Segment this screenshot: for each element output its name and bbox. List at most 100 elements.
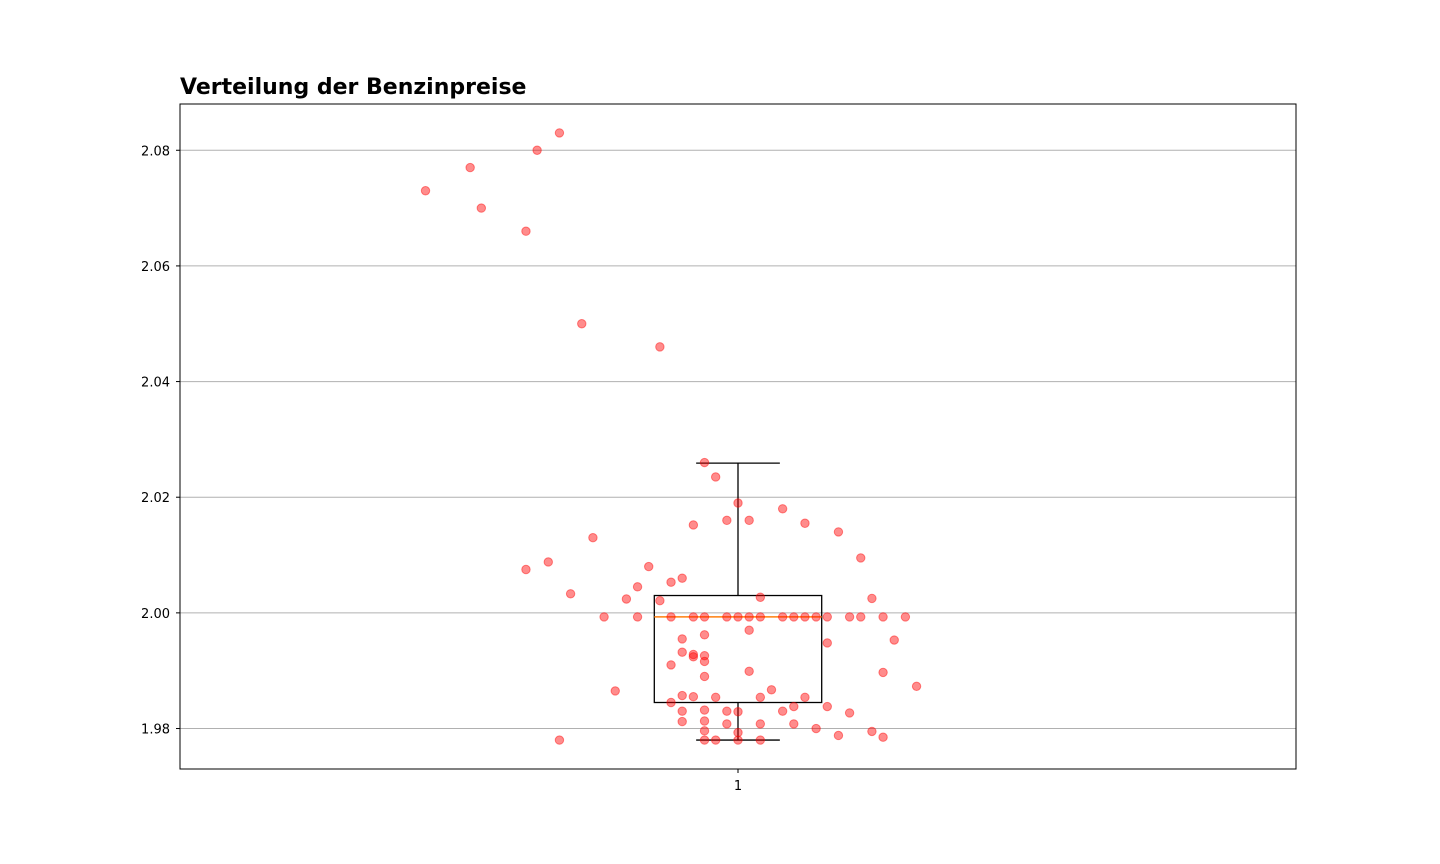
data-point [733, 727, 743, 738]
data-point [699, 716, 710, 726]
data-point [822, 638, 832, 648]
data-point [911, 681, 922, 692]
data-point [710, 692, 721, 702]
x-tick-label: 1 [734, 779, 742, 794]
chart-title: Verteilung der Benzinpreise [180, 75, 526, 100]
data-point [677, 573, 687, 583]
data-point [766, 685, 777, 695]
data-point [733, 735, 743, 745]
axes: 1.98 2.00 2.02 2.04 2.06 2.08 1 [141, 144, 742, 794]
data-point [755, 692, 766, 702]
data-point [878, 732, 888, 742]
data-point [655, 596, 665, 606]
data-point [666, 697, 676, 708]
data-point [666, 660, 676, 670]
data-point [688, 692, 699, 702]
data-point [777, 504, 788, 514]
data-point [777, 612, 788, 622]
data-point [755, 719, 766, 729]
data-point [677, 716, 687, 727]
y-tick-label: 2.08 [141, 144, 170, 159]
data-point [543, 557, 553, 567]
y-tick-label: 1.98 [141, 723, 170, 738]
data-point [733, 612, 743, 622]
data-point [688, 652, 699, 662]
data-point [699, 630, 710, 640]
data-point [733, 498, 743, 508]
data-point [710, 735, 721, 745]
data-point [733, 707, 743, 717]
data-point [699, 705, 710, 715]
data-point [688, 649, 699, 660]
data-point [476, 203, 487, 213]
data-point [722, 515, 732, 526]
data-point [722, 612, 732, 622]
data-point [878, 667, 888, 678]
y-tick-label: 2.02 [141, 491, 170, 506]
data-point [688, 520, 699, 530]
data-point [844, 708, 855, 718]
data-point [420, 186, 431, 196]
data-point [710, 472, 721, 482]
data-point [856, 553, 866, 563]
data-point [655, 342, 665, 352]
data-point [755, 735, 766, 745]
data-point [666, 612, 676, 622]
data-point [632, 582, 643, 592]
data-point [811, 723, 821, 734]
data-point [833, 527, 844, 537]
data-point [554, 128, 565, 138]
data-point [889, 635, 899, 645]
data-point [744, 666, 754, 676]
grid-lines [180, 149, 1296, 730]
data-point [699, 735, 710, 745]
data-point [800, 612, 810, 622]
y-tick-label: 2.04 [141, 376, 170, 391]
data-point [644, 561, 654, 572]
data-point [867, 593, 877, 604]
data-point [722, 719, 732, 729]
data-point [744, 612, 754, 622]
data-point [744, 515, 754, 526]
data-points [420, 128, 922, 745]
plot-area-frame [179, 103, 1297, 770]
data-point [755, 612, 766, 622]
data-point [744, 625, 754, 635]
data-point [699, 457, 710, 468]
data-point [677, 634, 687, 644]
data-point [699, 671, 710, 682]
data-point [789, 701, 799, 712]
data-point [521, 226, 531, 236]
data-point [621, 594, 632, 604]
data-point [789, 719, 799, 729]
data-point [610, 686, 620, 696]
data-point [755, 592, 766, 602]
data-point [588, 532, 598, 543]
data-point [789, 612, 799, 622]
data-point [722, 706, 732, 716]
data-point [900, 612, 911, 622]
data-point [599, 612, 609, 622]
data-point [465, 162, 475, 173]
data-point [521, 564, 531, 575]
data-point [677, 706, 687, 716]
data-point [688, 612, 699, 622]
data-point [532, 145, 542, 155]
data-point [666, 577, 676, 587]
data-point [699, 656, 710, 667]
data-point [699, 726, 710, 736]
data-point [677, 690, 687, 701]
data-point [800, 518, 810, 528]
data-point [777, 706, 788, 716]
data-point [811, 612, 821, 622]
data-point [856, 612, 866, 622]
data-point [867, 726, 877, 737]
y-tick-label: 2.00 [141, 607, 170, 622]
data-point [699, 612, 710, 622]
data-point [878, 612, 888, 622]
data-point [632, 612, 643, 622]
y-tick-label: 2.06 [141, 260, 170, 275]
data-point [565, 589, 576, 599]
data-point [577, 319, 587, 329]
